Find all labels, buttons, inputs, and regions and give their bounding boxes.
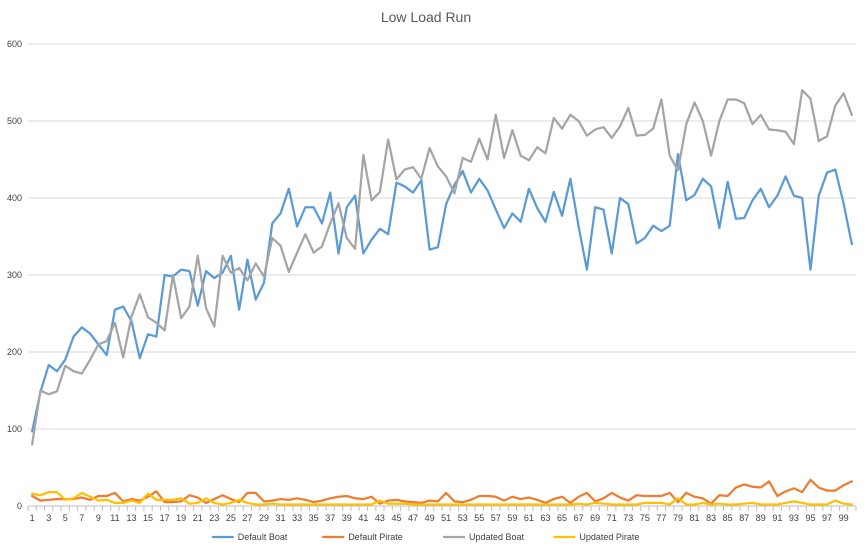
x-axis: 1 3 5 7 9 11 13 15 17 19 21 23 25 27 29 31 33 35 37 39 41 43 4…: [27, 505, 857, 523]
x-tick-label: 7: [79, 513, 84, 523]
x-tick-label: 15: [143, 513, 153, 523]
x-tick-label: 55: [474, 513, 484, 523]
y-tick-label: 200: [7, 347, 22, 357]
x-tick-label: 13: [126, 513, 136, 523]
x-tick-label: 39: [342, 513, 352, 523]
x-tick-label: 63: [540, 513, 550, 523]
x-tick-label: 5: [63, 513, 68, 523]
x-tick-label: 9: [96, 513, 101, 523]
x-tick-label: 65: [557, 513, 567, 523]
x-tick-label: 11: [110, 513, 119, 523]
series-line-default-pirate: [31, 478, 853, 505]
x-tick-label: 87: [739, 513, 749, 523]
x-tick-label: 25: [226, 513, 236, 523]
x-tick-label: 51: [441, 513, 451, 523]
x-tick-label: 33: [292, 513, 302, 523]
x-tick-label: 17: [160, 513, 170, 523]
x-tick-label: 75: [640, 513, 650, 523]
x-tick-label: 69: [590, 513, 600, 523]
x-tick-label: 49: [425, 513, 435, 523]
legend-label-updated-pirate: Updated Pirate: [579, 532, 639, 542]
x-tick-label: 45: [391, 513, 401, 523]
y-tick-label: 0: [17, 501, 22, 511]
x-tick-label: 27: [242, 513, 252, 523]
x-tick-label: 37: [325, 513, 335, 523]
x-tick-label: 95: [805, 513, 815, 523]
x-tick-label: 21: [193, 513, 203, 523]
y-tick-label: 600: [7, 39, 22, 49]
x-tick-label: 19: [176, 513, 186, 523]
x-tick-label: 93: [789, 513, 799, 523]
x-tick-label: 31: [276, 513, 286, 523]
x-tick-label: 29: [259, 513, 269, 523]
y-tick-label: 100: [7, 424, 22, 434]
x-tick-label: 35: [309, 513, 319, 523]
x-tick-label: 59: [507, 513, 517, 523]
y-tick-label: 300: [7, 270, 22, 280]
x-tick-label: 73: [623, 513, 633, 523]
x-tick-label: 81: [690, 513, 700, 523]
legend-label-updated-boat: Updated Boat: [469, 532, 525, 542]
x-tick-label: 23: [209, 513, 219, 523]
x-tick-label: 53: [458, 513, 468, 523]
x-tick-label: 57: [491, 513, 501, 523]
series-line-updated-pirate: [31, 491, 853, 506]
chart-title: Low Load Run: [381, 9, 471, 25]
gridlines: [28, 43, 856, 430]
x-tick-label: 97: [822, 513, 832, 523]
x-tick-label: 91: [772, 513, 782, 523]
legend-label-default-boat: Default Boat: [238, 532, 288, 542]
legend-label-default-pirate: Default Pirate: [348, 532, 403, 542]
x-tick-label: 3: [46, 513, 51, 523]
series-line-default-boat: [31, 152, 853, 433]
series-line-updated-boat: [31, 89, 853, 446]
x-tick-label: 41: [358, 513, 368, 523]
x-tick-label: 89: [756, 513, 766, 523]
x-tick-label: 79: [673, 513, 683, 523]
y-tick-label: 500: [7, 116, 22, 126]
x-tick-label: 85: [723, 513, 733, 523]
y-tick-label: 400: [7, 193, 22, 203]
x-tick-label: 47: [408, 513, 418, 523]
x-tick-label: 1: [30, 513, 35, 523]
x-tick-label: 61: [524, 513, 534, 523]
x-tick-label: 77: [656, 513, 666, 523]
x-tick-label: 71: [607, 513, 617, 523]
series-lines: [31, 89, 853, 506]
legend: Default Boat Default Pirate Updated Boat Up…: [211, 532, 639, 542]
x-tick-label: 99: [839, 513, 849, 523]
x-tick-label: 43: [375, 513, 385, 523]
y-axis-ticks: 0 100 200 300 400 500 600: [7, 39, 22, 511]
x-tick-label: 83: [706, 513, 716, 523]
x-tick-label: 67: [574, 513, 584, 523]
